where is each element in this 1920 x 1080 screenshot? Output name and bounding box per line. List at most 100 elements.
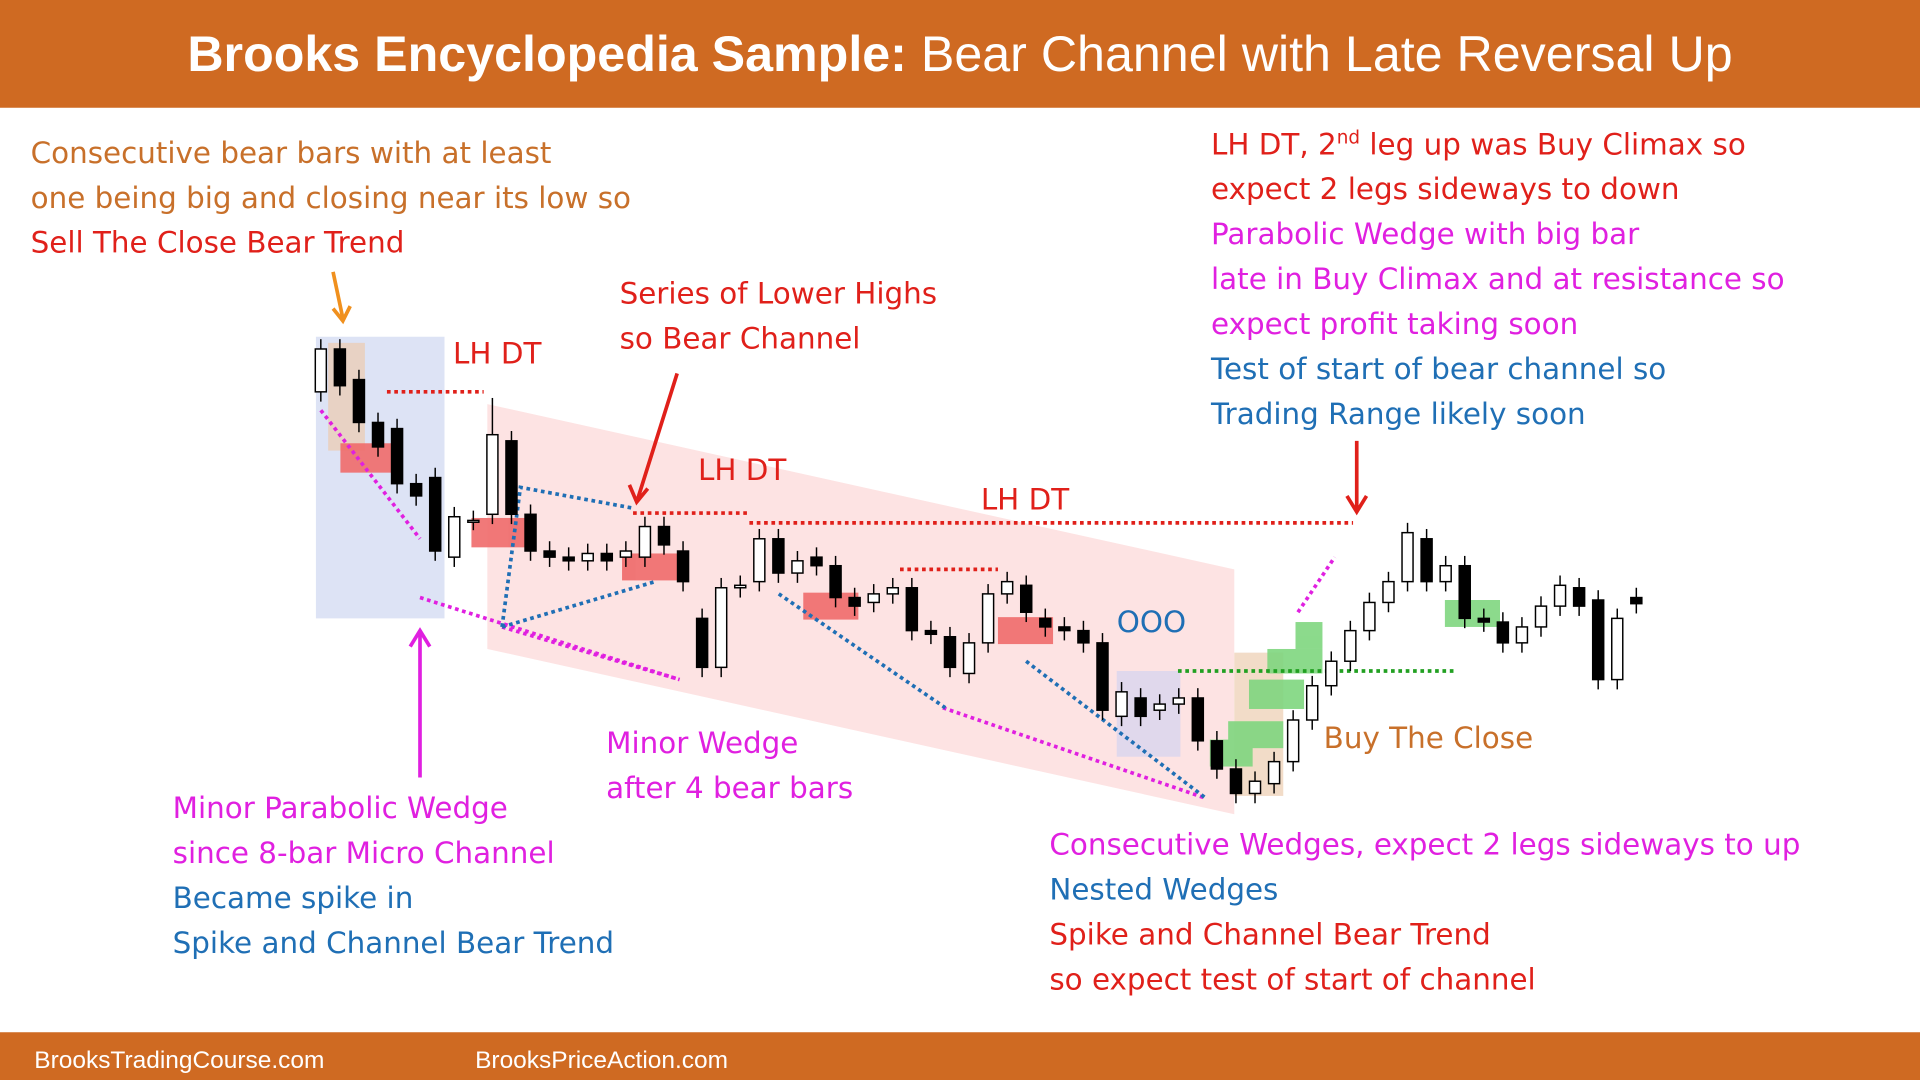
candle-body [1305,684,1319,721]
candle-body [1039,617,1052,628]
title: Brooks Encyclopedia Sample: Bear Channel… [187,26,1732,82]
title-rest: Bear Channel with Late Reversal Up [921,26,1733,82]
candle-body [1534,605,1548,628]
annotation-line: Buy The Close [1324,721,1533,755]
candle-body [753,538,766,583]
candle-body [1115,691,1128,718]
candle-body [943,636,957,669]
candle-body [314,348,328,393]
annotation-line: after 4 bear bars [606,771,853,805]
candle-body [791,560,804,574]
annotation-line: Spike and Channel Bear Trend [1049,918,1490,952]
candle-body [1439,564,1452,583]
bear-channel [487,404,1235,815]
candle-body [1630,596,1643,605]
annotation-line: Sell The Close Bear Trend [31,226,405,260]
annotation-line: Minor Wedge [606,726,798,760]
candle-body [1000,580,1014,595]
annotation-line: OOO [1117,605,1186,639]
candle-body [1286,719,1300,763]
candle-body [981,593,995,644]
candle-body [1058,626,1071,632]
candle-body [1172,697,1186,705]
candle-body [924,629,938,636]
candle-body [695,617,709,669]
annotation-line: Minor Parabolic Wedge [173,791,508,825]
candle-body [848,596,861,607]
candle-body [1611,617,1624,681]
candle-body [1077,629,1090,644]
candles [314,339,1643,804]
candle-body [448,516,461,558]
candle-body [1325,660,1338,687]
candle-body [371,421,385,448]
footer-right: BrooksPriceAction.com [475,1047,728,1074]
annotation-part: LH DT, 2 [1211,127,1337,161]
candle-body [524,513,537,552]
candle-body [1420,538,1433,583]
footer-bar [0,1032,1920,1080]
annotations: Consecutive bear bars with at least one b… [31,127,1801,996]
candle-body [1496,621,1510,644]
title-bold: Brooks Encyclopedia Sample: [187,26,907,82]
annotation-line: Became spike in [173,881,414,915]
candle-body [1229,768,1243,795]
candle-body [772,538,785,574]
candle-body [486,433,499,516]
candle-body [1591,599,1605,681]
annotation-part: nd [1337,127,1360,148]
candle-body [390,427,404,485]
annotation-line: Series of Lower Highs [620,277,937,311]
annotation-line: Nested Wedges [1049,873,1278,907]
annotation-line: so expect test of start of channel [1049,963,1535,997]
candle-body [886,587,900,595]
candle-body [352,378,366,424]
arrows [331,271,1369,778]
candle-body [600,552,614,562]
annotation-line: so Bear Channel [620,322,861,356]
candle-body [1191,697,1205,742]
candle-body [1382,580,1395,604]
candle-body [734,584,747,589]
annotation-line: expect 2 legs sideways to down [1211,172,1680,206]
candle-body [1153,703,1166,711]
candle-body [962,642,976,675]
annotation-line: LH DT [453,337,542,371]
candle-body [829,564,842,599]
candle-body [1572,587,1586,607]
candle-body [1401,531,1414,583]
candle-body [714,587,728,669]
candle-body [1553,584,1567,607]
dotted-lines [319,390,1455,801]
candle-body [333,348,347,387]
candle-body [638,525,652,558]
annotation-line: Trading Range likely soon [1210,397,1586,431]
candle-body [409,482,423,497]
candle-body [1515,626,1529,644]
annotation-line: Spike and Channel Bear Trend [173,926,614,960]
candle-body [1477,617,1491,623]
candle-body [1248,780,1262,795]
title-bar [0,0,1920,108]
annotation-line: Test of start of bear channel so [1210,352,1666,386]
candle-body [1458,564,1471,620]
annotation-line: LH DT, 2nd leg up was Buy Climax so [1211,127,1746,161]
candle-body [1019,584,1033,613]
candle-body [657,525,671,546]
candle-body [1096,642,1109,711]
annotation-line: late in Buy Climax and at resistance so [1211,262,1785,296]
annotation-line: Parabolic Wedge with big bar [1211,217,1640,251]
candle-body [505,440,518,516]
annotation-line: LH DT [698,453,787,487]
annotation-line: expect profit taking soon [1211,307,1578,341]
annotation-line: LH DT [981,482,1070,516]
candle-body [867,593,880,604]
candle-body [1267,760,1281,785]
candle-body [562,556,575,562]
annotation-line: Consecutive Wedges, expect 2 legs sidewa… [1049,828,1800,862]
candle-body [1210,740,1224,770]
candle-body [619,550,633,558]
candle-body [543,550,556,558]
footer-left: BrooksTradingCourse.com [34,1047,324,1074]
